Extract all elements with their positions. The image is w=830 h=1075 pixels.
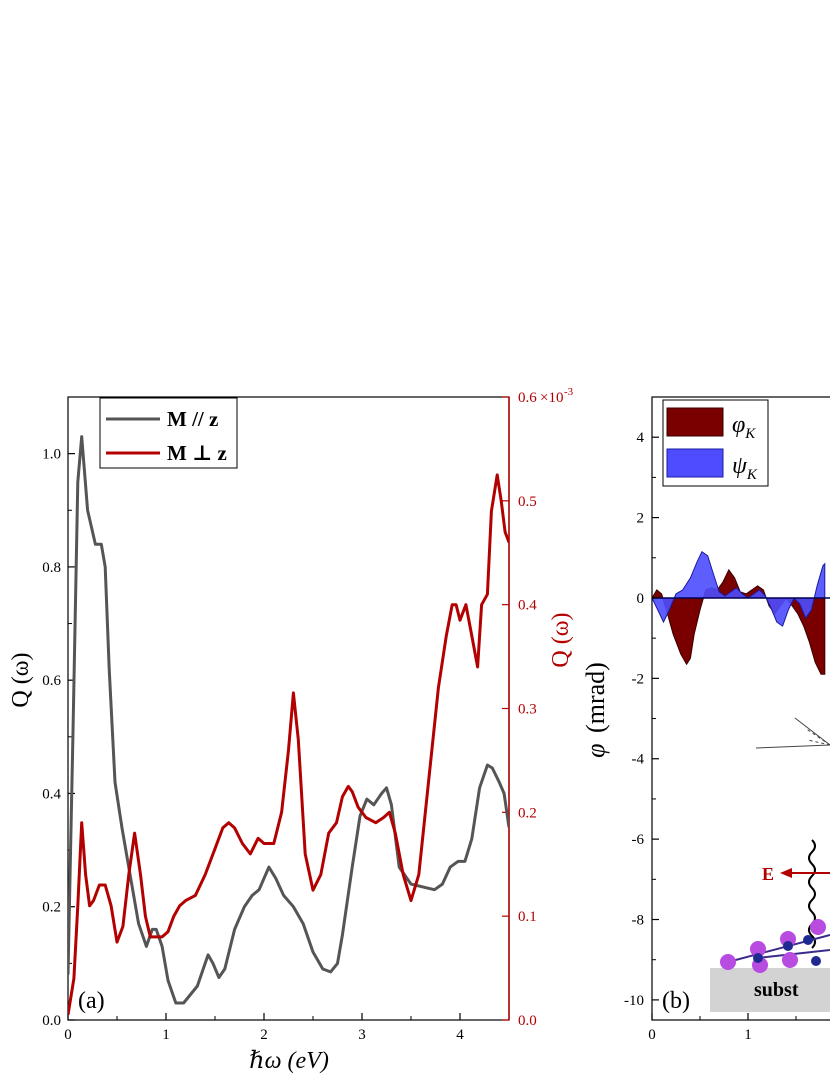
- panel-b-series: [652, 550, 830, 675]
- panel-a-left-tick-label: 0.0: [42, 1013, 61, 1029]
- panel-a-right-tick-label: 0.2: [518, 805, 537, 821]
- panel-a-left-axis: 0.0 0.2 0.4 0.6 0.8 1.0: [42, 396, 75, 1029]
- reflection-rays: [755, 717, 830, 749]
- legend-label-m-perp: M ⊥ z: [167, 441, 227, 465]
- panel-b-y-tick-label: -6: [632, 832, 645, 848]
- panel-b-y-tick-label: 4: [637, 430, 645, 446]
- panel-a-right-tick-label: 0.1: [518, 909, 537, 925]
- panel-b-y-axis: 4 2 0 -2 -4 -6 -8 -10: [624, 430, 659, 1009]
- panel-b-y-tick-label: -10: [624, 993, 644, 1009]
- panel-b-x-tick-label: 1: [744, 1027, 752, 1043]
- legend-label-phi-k: φK: [732, 412, 756, 442]
- panel-a-x-axis: 0 1 2 3 4: [64, 1013, 464, 1043]
- e-field-label: E: [762, 864, 774, 884]
- panel-a-series: [68, 435, 509, 1016]
- panel-b-label: (b): [662, 988, 690, 1014]
- svg-text:φ (mrad): φ (mrad): [581, 662, 610, 758]
- panel-b-y-tick-label: 2: [637, 511, 645, 527]
- panel-a-x-tick-label: 4: [456, 1027, 464, 1043]
- series-m-perp-line: [68, 473, 509, 1016]
- panel-a-right-exponent: -3: [564, 386, 574, 398]
- panel-b-y-tick-label: -2: [632, 671, 645, 687]
- legend-swatch-phi-k: [666, 407, 724, 437]
- panel-b-x-tick-label: 0: [648, 1027, 656, 1043]
- panel-b-frame: [651, 396, 830, 1021]
- series-m-parallel-line: [68, 435, 509, 1005]
- panel-a-right-tick-label: 0.0: [518, 1013, 537, 1029]
- panel-a-left-tick-label: 0.2: [42, 900, 61, 916]
- panel-b-legend: φK ψK: [662, 399, 769, 487]
- legend-swatch-psi-k: [666, 448, 724, 478]
- panel-b-ylabel: φ (mrad): [581, 662, 610, 758]
- panel-a-left-tick-label: 0.6: [42, 673, 61, 689]
- substrate-block: [710, 968, 830, 1012]
- panel-b-y-tick-label: -4: [632, 752, 645, 768]
- panel-a-x-tick-label: 3: [358, 1027, 366, 1043]
- panel-a-right-multiplier: ×10: [540, 390, 563, 406]
- panel-a-left-tick-label: 0.4: [42, 786, 61, 802]
- panel-a-right-tick-label: 0.3: [518, 702, 537, 718]
- e-field-arrowhead: [780, 868, 792, 878]
- panel-a-ylabel-left: Q (ω): [8, 652, 34, 707]
- panel-b-ylabel-unit: (mrad): [581, 662, 610, 733]
- legend-label-m-parallel: M // z: [167, 407, 218, 431]
- panel-a-x-tick-label: 2: [260, 1027, 268, 1043]
- legend-label-psi-k: ψK: [732, 453, 758, 483]
- panel-a-x-tick-label: 0: [64, 1027, 72, 1043]
- panel-a-ylabel-right: Q (ω): [548, 612, 574, 667]
- series-phi-k-area: [652, 568, 826, 675]
- panel-a-legend-box: [99, 397, 238, 469]
- panel-a-label: (a): [78, 988, 105, 1014]
- panel-a-left-tick-label: 0.8: [42, 560, 61, 576]
- incident-wave: [808, 839, 816, 949]
- panel-a-legend: M // z M ⊥ z: [99, 397, 238, 469]
- panel-a-right-tick-label: 0.4: [518, 598, 537, 614]
- panel-a-frame: [67, 396, 510, 1021]
- panel-a-left-tick-label: 1.0: [42, 447, 61, 463]
- panel-a-right-tick-label: 0.5: [518, 494, 537, 510]
- panel-a-right-tick-label: 0.6: [518, 390, 537, 406]
- panel-b-y-tick-label: -8: [632, 913, 645, 929]
- panel-b-y-tick-label: 0: [637, 591, 645, 607]
- panel-a-xlabel: ℏω (eV): [249, 1048, 329, 1074]
- panel-a-right-axis: 0.0 0.1 0.2 0.3 0.4 0.5 0.6: [502, 390, 537, 1029]
- panel-a-x-tick-label: 1: [162, 1027, 170, 1043]
- substrate-label: subst: [754, 979, 799, 1001]
- atom-lattice: [720, 919, 830, 973]
- panel-a: 0.0 0.2 0.4 0.6 0.8 1.0 0.0 0.1 0.2 0.3 0.4 0.5 0.6…: [8, 386, 574, 1074]
- inset-schematic: E subst: [710, 717, 830, 1012]
- panel-b-ylabel-symbol: φ: [581, 743, 610, 757]
